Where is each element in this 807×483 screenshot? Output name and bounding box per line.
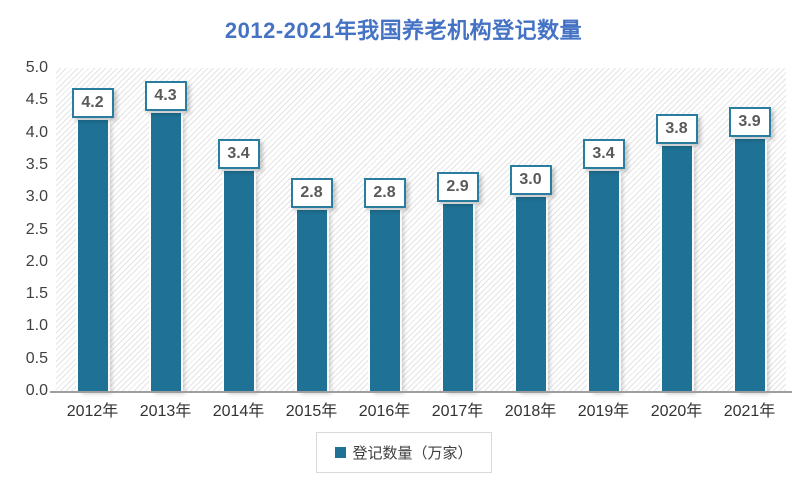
bar-2020年 bbox=[661, 145, 692, 391]
y-axis-tick-label: 0.0 bbox=[25, 382, 48, 399]
bar-2018年 bbox=[515, 197, 546, 391]
y-axis-tick-label: 4.5 bbox=[25, 91, 48, 109]
bar-2015年 bbox=[296, 210, 327, 391]
value-label: 2.8 bbox=[363, 178, 406, 209]
bar-2014年 bbox=[223, 171, 254, 391]
y-axis-tick-label: 1.0 bbox=[25, 317, 48, 335]
legend: 登记数量（万家） bbox=[315, 432, 492, 473]
x-axis-tick-label: 2015年 bbox=[285, 403, 338, 420]
bar-2012年 bbox=[77, 119, 108, 391]
y-axis-tick-label: 2.0 bbox=[25, 252, 48, 270]
y-axis-tick-label: 1.5 bbox=[25, 285, 48, 303]
value-label: 2.9 bbox=[436, 171, 479, 202]
x-axis-tick-label: 2020年 bbox=[650, 403, 703, 420]
value-label: 4.2 bbox=[71, 87, 114, 118]
value-label: 3.9 bbox=[728, 107, 771, 138]
x-axis-tick-label: 2017年 bbox=[431, 403, 484, 420]
x-axis-tick-label: 2013年 bbox=[139, 403, 192, 420]
bar-2013年 bbox=[150, 113, 181, 391]
bar-2017年 bbox=[442, 203, 473, 391]
value-label: 4.3 bbox=[144, 81, 187, 112]
y-axis-tick-label: 3.5 bbox=[25, 155, 48, 173]
x-axis-line bbox=[50, 391, 792, 393]
value-label: 3.4 bbox=[217, 139, 260, 170]
x-axis-tick-label: 2014年 bbox=[212, 403, 265, 420]
x-axis-tick-label: 2016年 bbox=[358, 403, 411, 420]
x-axis-tick-label: 2018年 bbox=[504, 403, 557, 420]
value-label: 3.8 bbox=[655, 113, 698, 144]
bar-2019年 bbox=[588, 171, 619, 391]
value-label: 2.8 bbox=[290, 178, 333, 209]
y-axis-tick-label: 3.0 bbox=[25, 188, 48, 206]
y-axis-tick-label: 0.5 bbox=[25, 349, 48, 367]
x-axis-tick-label: 2019年 bbox=[577, 403, 630, 420]
y-axis-tick-label: 5.0 bbox=[25, 59, 48, 76]
value-label: 3.4 bbox=[582, 139, 625, 170]
x-axis-tick-label: 2012年 bbox=[66, 403, 119, 420]
x-axis-tick-label: 2021年 bbox=[723, 403, 776, 420]
bar-2021年 bbox=[734, 139, 765, 391]
value-label: 3.0 bbox=[509, 165, 552, 196]
legend-square-marker-icon bbox=[334, 447, 346, 458]
y-axis-tick-label: 4.0 bbox=[25, 123, 48, 141]
y-axis-tick-label: 2.5 bbox=[25, 220, 48, 238]
legend-label: 登记数量（万家） bbox=[352, 445, 473, 462]
chart-title: 2012-2021年我国养老机构登记数量 bbox=[224, 18, 583, 43]
bar-2016年 bbox=[369, 210, 400, 391]
